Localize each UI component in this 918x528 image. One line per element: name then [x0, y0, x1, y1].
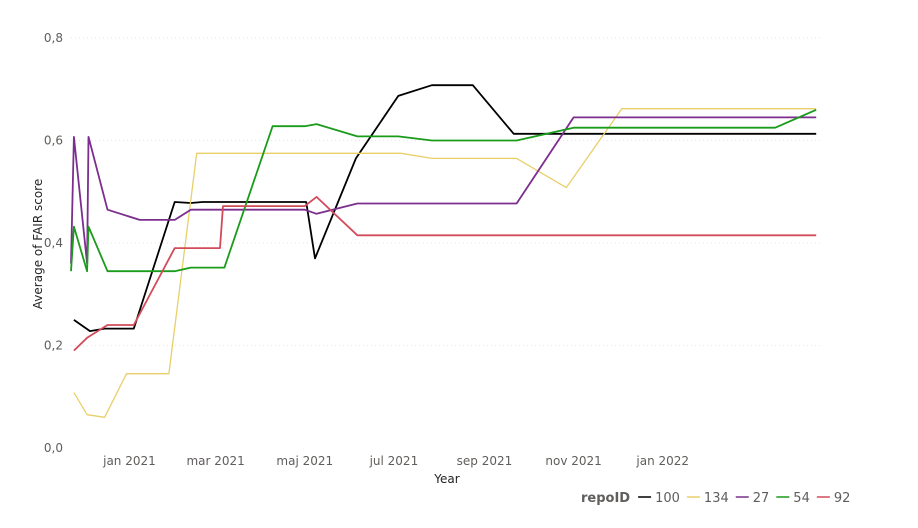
legend-label-134: 134 [704, 491, 729, 506]
series-line-27 [70, 116, 817, 265]
y-axis-ticks: 0,0 0,2 0,4 0,6 0,8 [44, 31, 63, 455]
x-tick-label: mar 2021 [186, 454, 244, 468]
y-tick-label: 0,6 [44, 134, 63, 148]
x-tick-label: jul 2021 [369, 454, 419, 468]
legend-label-100: 100 [655, 491, 680, 506]
y-axis-title: Average of FAIR score [31, 179, 45, 309]
x-axis-ticks: jan 2021 mar 2021 maj 2021 jul 2021 sep 2021… [102, 454, 689, 468]
legend: repoID 100 134 27 54 92 [581, 491, 850, 506]
x-tick-label: jan 2022 [635, 454, 689, 468]
legend-label-27: 27 [753, 491, 770, 506]
x-tick-label: jan 2021 [102, 454, 156, 468]
legend-label-54: 54 [793, 491, 810, 506]
legend-label-92: 92 [834, 491, 851, 506]
series-line-54 [70, 108, 817, 273]
gridlines [71, 37, 822, 346]
x-tick-label: nov 2021 [545, 454, 601, 468]
y-tick-label: 0,0 [44, 441, 63, 455]
y-tick-label: 0,2 [44, 339, 63, 353]
series-line-100 [73, 84, 817, 332]
series-line-92 [73, 196, 817, 352]
legend-title: repoID [581, 491, 630, 506]
x-tick-label: maj 2021 [276, 454, 333, 468]
series-line-134 [73, 108, 817, 418]
x-tick-label: sep 2021 [457, 454, 513, 468]
y-tick-label: 0,8 [44, 31, 63, 45]
series-lines [70, 84, 817, 418]
x-axis-title: Year [433, 472, 459, 486]
y-tick-label: 0,4 [44, 236, 63, 250]
